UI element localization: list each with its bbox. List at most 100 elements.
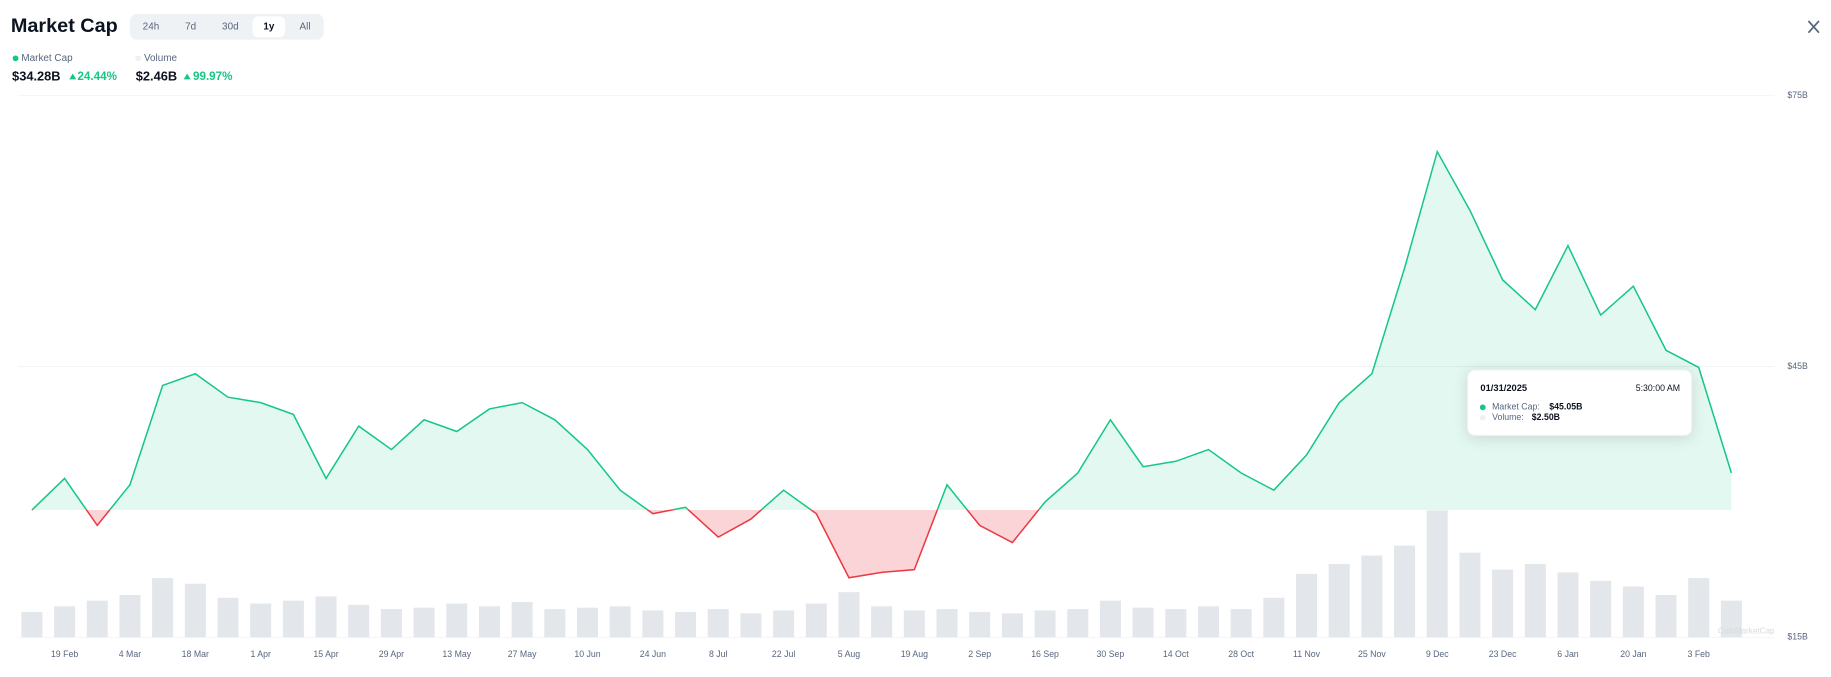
volume-bar (1132, 607, 1154, 638)
volume-bar (1328, 563, 1350, 638)
volume-bar (805, 603, 827, 638)
x-tick-label: 23 Dec (1489, 649, 1517, 659)
volume-bar (675, 611, 697, 638)
x-tick-label: 1 Apr (250, 649, 271, 659)
y-tick-label: $45B (1787, 361, 1808, 371)
volume-bar (1165, 609, 1187, 638)
title: Market Cap (11, 15, 118, 37)
legend-dot (135, 55, 142, 62)
area-down (31, 510, 1732, 578)
volume-bar (1067, 609, 1089, 638)
stat-value: $34.28B (12, 68, 61, 83)
range-button[interactable]: 1y (263, 21, 275, 32)
up-arrow (69, 73, 77, 80)
x-tick-label: 27 May (508, 649, 537, 659)
volume-bar (1099, 600, 1121, 638)
volume-bar (1492, 569, 1514, 638)
volume-bar (1524, 563, 1546, 638)
volume-bar (740, 613, 762, 638)
line-up (31, 149, 1733, 511)
x-tick-label: 6 Jan (1557, 649, 1579, 659)
tooltip-value: $2.50B (1532, 412, 1560, 422)
legend-label: Market Cap (21, 53, 73, 64)
x-tick-label: 29 Apr (379, 649, 404, 659)
stat-value: $2.46B (136, 68, 177, 83)
up-arrow (183, 73, 191, 80)
range-active (252, 16, 286, 38)
volume-bar (1197, 606, 1219, 638)
y-tick-label: $15B (1787, 632, 1808, 642)
volume-bar (1720, 600, 1742, 638)
line-down (31, 510, 1040, 579)
tooltip-date: 01/31/2025 (1480, 383, 1527, 393)
volume-bar (511, 602, 533, 638)
volume-bar (642, 610, 664, 638)
volume-bar (86, 600, 108, 638)
range-button[interactable]: 30d (222, 21, 239, 32)
range-button[interactable]: All (300, 21, 311, 32)
volume-bar (478, 606, 500, 638)
volume-bar (1034, 610, 1056, 638)
watermark: CoinMarketCap (1718, 627, 1775, 636)
volume-bar (1001, 613, 1023, 638)
area-up (31, 151, 1732, 511)
volume-bar (21, 611, 43, 638)
x-tick-label: 4 Mar (119, 649, 141, 659)
volume-bar (1688, 578, 1710, 638)
tooltip-label: Market Cap: (1492, 402, 1540, 412)
volume-bar (217, 597, 239, 638)
x-tick-label: 25 Nov (1358, 649, 1386, 659)
x-tick-label: 28 Oct (1228, 649, 1254, 659)
x-tick-label: 30 Sep (1097, 649, 1125, 659)
tooltip-label: Volume: (1492, 412, 1524, 422)
volume-bar (1230, 609, 1252, 638)
volume-bar (609, 606, 631, 638)
stat-change: 99.97% (193, 70, 233, 83)
volume-bar (413, 607, 435, 638)
volume-bar (773, 610, 795, 638)
range-button[interactable]: 24h (143, 21, 160, 32)
x-tick-label: 2 Sep (968, 649, 991, 659)
x-tick-label: 20 Jan (1620, 649, 1646, 659)
legend-dot (12, 55, 19, 62)
volume-bar (544, 609, 566, 638)
volume-bar (903, 610, 925, 638)
volume-bar (936, 609, 958, 638)
volume-bar (1590, 580, 1612, 638)
tooltip-value: $45.05B (1549, 402, 1582, 412)
volume-bar (250, 603, 272, 638)
x-tick-label: 24 Jun (640, 649, 666, 659)
y-tick-label: $75B (1787, 90, 1808, 100)
x-tick-label: 10 Jun (574, 649, 600, 659)
volume-bar (838, 592, 860, 638)
x-tick-label: 15 Apr (313, 649, 338, 659)
x-tick-label: 13 May (442, 649, 471, 659)
volume-bar (1361, 555, 1383, 638)
volume-bar (1557, 572, 1579, 638)
x-tick-label: 19 Aug (901, 649, 928, 659)
x-tick-label: 3 Feb (1688, 649, 1711, 659)
volume-bar (282, 600, 304, 638)
volume-bar (1296, 573, 1318, 638)
x-tick-label: 22 Jul (772, 649, 795, 659)
range-button[interactable]: 7d (185, 21, 196, 32)
volume-bar (348, 604, 370, 638)
volume-bar (707, 609, 729, 638)
x-tick-label: 14 Oct (1163, 649, 1189, 659)
volume-bar (380, 609, 402, 638)
volume-bar (1426, 510, 1448, 638)
tooltip-time: 5:30:00 AM (1636, 383, 1680, 393)
volume-bar (969, 611, 991, 638)
volume-bar (184, 583, 206, 638)
stat-change: 24.44% (77, 70, 117, 83)
volume-bar (1394, 545, 1416, 638)
legend-label: Volume (144, 53, 178, 64)
x-tick-label: 19 Feb (51, 649, 78, 659)
close-button[interactable] (1807, 20, 1820, 34)
volume-bar (315, 596, 337, 638)
volume-bar (1459, 552, 1481, 638)
x-tick-label: 5 Aug (838, 649, 861, 659)
volume-bar (54, 606, 76, 638)
